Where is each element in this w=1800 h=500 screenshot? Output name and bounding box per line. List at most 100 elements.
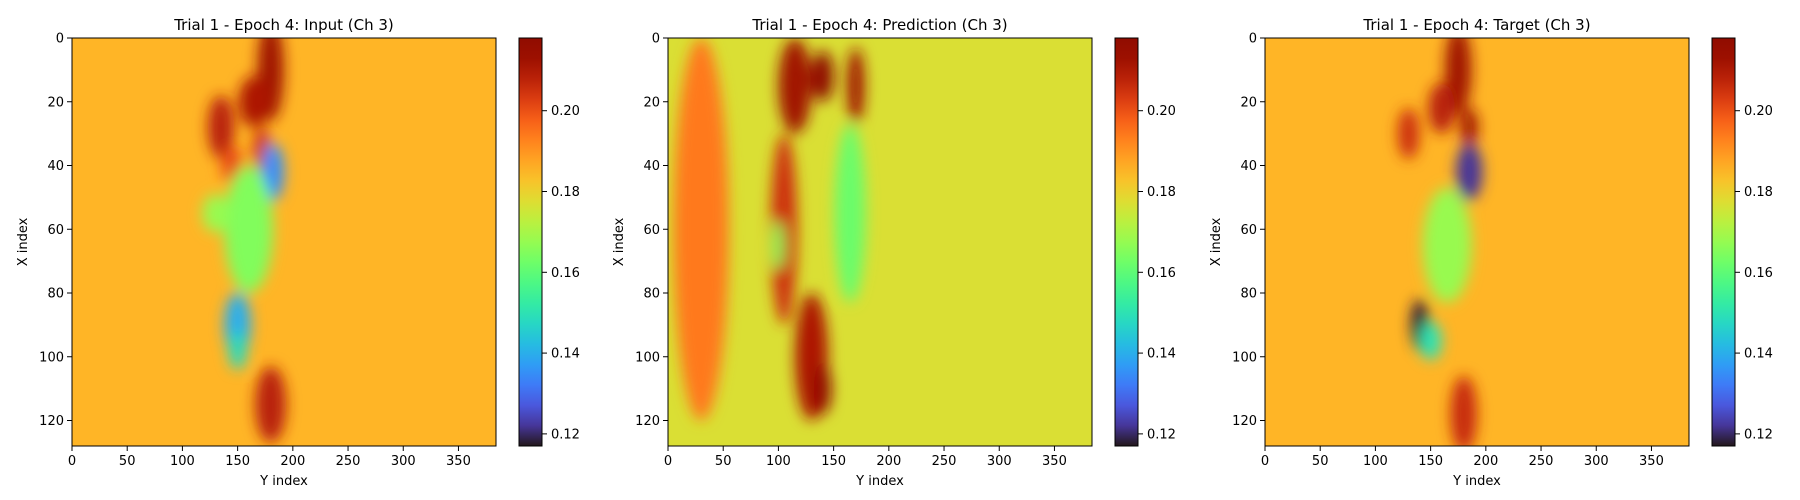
y-tick-label: 80 [1240,287,1257,302]
heatmap-panel-2: Trial 1 - Epoch 4: Prediction (Ch 3) 0 50 1… [612,16,1176,489]
y-tick-label: 120 [39,414,64,429]
heatmap-region-3 [811,50,834,102]
heatmap-region-5 [1456,143,1483,201]
heatmap-region-2 [238,76,270,128]
colorbar-tick-label: 0.12 [1744,427,1773,442]
y-tick-label: 80 [47,287,64,302]
x-tick-label: 200 [280,454,305,469]
colorbar-tick-label: 0.14 [551,347,580,362]
heatmap-background [668,38,1092,446]
heatmap-region-7 [813,363,832,415]
x-tick-label: 300 [1584,454,1609,469]
y-tick-label: 40 [1240,159,1257,174]
colorbar-tick-label: 0.18 [551,185,580,200]
x-tick-label: 250 [1529,454,1554,469]
colorbar-tick-label: 0.18 [1744,185,1773,200]
x-tick-label: 200 [876,454,901,469]
heatmap-region-5 [770,133,798,325]
y-tick-label: 0 [56,32,64,47]
x-axis-label: Y index [855,474,904,489]
colorbar-gradient [1711,37,1736,447]
heatmap-region-1 [673,38,729,421]
heatmap-region-11 [255,366,287,443]
x-tick-label: 350 [1639,454,1664,469]
colorbar: 0.12 0.14 0.16 0.18 0.20 [518,37,580,447]
heatmap-region-4 [1397,108,1420,160]
heatmap-region-6 [1422,187,1472,303]
y-tick-label: 100 [1232,350,1257,365]
x-tick-label: 100 [170,454,195,469]
y-tick-label: 60 [643,223,660,238]
x-tick-label: 0 [1261,454,1269,469]
colorbar-tick-label: 0.16 [1744,266,1773,281]
colorbar-tick-label: 0.18 [1147,185,1176,200]
x-tick-label: 150 [821,454,846,469]
x-axis-label: Y index [1452,474,1501,489]
heatmap-panel-1: Trial 1 - Epoch 4: Input (Ch 3) 0 50 100 150… [16,16,580,489]
x-tick-label: 50 [715,454,732,469]
x-tick-label: 300 [987,454,1012,469]
colorbar-tick-label: 0.16 [551,266,580,281]
heatmap-panel-3: Trial 1 - Epoch 4: Target (Ch 3) 0 50 100 15… [1209,16,1773,489]
x-tick-label: 50 [1312,454,1329,469]
heatmap-region-9 [1450,375,1477,446]
heatmap-region-7 [224,165,273,293]
y-tick-label: 0 [1249,32,1257,47]
heatmap-region-2 [1428,82,1455,134]
colorbar-gradient [518,37,543,447]
colorbar-tick-label: 0.12 [551,427,580,442]
y-axis-label: X index [612,217,627,266]
x-tick-label: 150 [225,454,250,469]
x-tick-label: 200 [1473,454,1498,469]
heatmap-background [1265,38,1689,446]
heatmap-region-10 [228,331,247,370]
axes-frame [71,37,497,447]
colorbar-tick-label: 0.16 [1147,266,1176,281]
x-tick-label: 250 [932,454,957,469]
x-tick-label: 350 [1042,454,1067,469]
y-tick-label: 100 [39,350,64,365]
y-tick-label: 0 [652,32,660,47]
chart-title: Trial 1 - Epoch 4: Input (Ch 3) [173,16,394,34]
heatmap-region-4 [846,47,865,125]
x-tick-label: 0 [68,454,76,469]
y-tick-label: 120 [1232,414,1257,429]
y-tick-label: 60 [47,223,64,238]
y-tick-label: 40 [47,159,64,174]
heatmap-region-8 [202,194,229,233]
colorbar-tick-label: 0.12 [1147,427,1176,442]
x-tick-label: 300 [391,454,416,469]
axes-frame [1264,37,1690,447]
y-tick-label: 80 [643,287,660,302]
y-tick-label: 20 [47,95,64,110]
colorbar-tick-label: 0.14 [1744,347,1773,362]
y-axis-label: X index [16,217,31,266]
y-tick-label: 20 [643,95,660,110]
y-tick-label: 100 [635,350,660,365]
heatmap-region-3 [207,95,235,160]
axes-frame [667,37,1093,447]
heatmap-field [668,38,1092,446]
colorbar-tick-label: 0.14 [1147,347,1176,362]
colorbar-tick-label: 0.20 [1744,104,1773,119]
y-axis-label: X index [1209,217,1224,266]
x-tick-label: 100 [1363,454,1388,469]
x-axis-label: Y index [259,474,308,489]
colorbar-tick-label: 0.20 [551,104,580,119]
colorbar: 0.12 0.14 0.16 0.18 0.20 [1114,37,1176,447]
colorbar-gradient [1114,37,1139,447]
heatmap-background [72,38,496,446]
colorbar: 0.12 0.14 0.16 0.18 0.20 [1711,37,1773,447]
x-tick-label: 0 [664,454,672,469]
heatmap-field [72,38,496,446]
heatmap-region-3 [1460,108,1479,147]
heatmap-region-6 [261,143,285,201]
heatmap-region-8 [834,124,866,303]
heatmap-region-2 [778,38,812,134]
x-tick-label: 150 [1418,454,1443,469]
y-tick-label: 20 [1240,95,1257,110]
y-tick-label: 120 [635,414,660,429]
y-tick-label: 40 [643,159,660,174]
x-tick-label: 350 [446,454,471,469]
